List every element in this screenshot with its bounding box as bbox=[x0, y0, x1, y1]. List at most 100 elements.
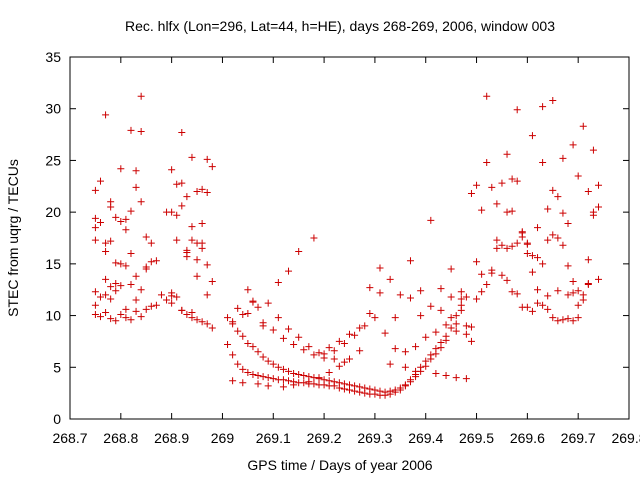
data-point bbox=[508, 207, 516, 215]
x-tick-label: 268.8 bbox=[103, 430, 138, 446]
data-point bbox=[127, 126, 135, 134]
data-point bbox=[437, 344, 445, 352]
data-point bbox=[122, 215, 130, 223]
data-point bbox=[310, 380, 318, 388]
data-point bbox=[493, 200, 501, 208]
data-point bbox=[539, 103, 547, 111]
data-point bbox=[503, 208, 511, 216]
data-point bbox=[137, 313, 145, 321]
data-point bbox=[513, 239, 521, 247]
data-point bbox=[203, 261, 211, 269]
x-tick-label: 268.7 bbox=[52, 430, 87, 446]
data-point bbox=[462, 330, 470, 338]
x-axis: 268.7 268.8 268.9 269 269.1 269.2 269.3 269.4 26… bbox=[52, 57, 640, 446]
data-point bbox=[193, 316, 201, 324]
y-axis: 0 5 10 15 20 25 30 35 bbox=[45, 49, 629, 427]
data-point bbox=[534, 254, 542, 262]
data-point bbox=[523, 239, 531, 247]
data-point bbox=[254, 372, 262, 380]
data-point bbox=[346, 355, 353, 363]
data-point bbox=[569, 277, 577, 285]
data-point bbox=[310, 234, 318, 242]
data-point bbox=[178, 179, 186, 187]
data-point bbox=[91, 224, 99, 232]
data-point bbox=[127, 281, 135, 289]
data-point bbox=[183, 246, 191, 254]
data-point bbox=[183, 193, 191, 201]
data-point bbox=[508, 242, 516, 250]
data-point bbox=[279, 383, 287, 391]
data-point bbox=[473, 258, 481, 266]
data-point bbox=[325, 344, 333, 352]
data-point bbox=[437, 306, 445, 314]
data-point bbox=[168, 292, 176, 300]
data-point bbox=[188, 236, 196, 244]
data-point bbox=[559, 241, 567, 249]
data-point bbox=[107, 295, 115, 303]
data-point bbox=[396, 291, 404, 299]
x-tick-label: 269.3 bbox=[357, 430, 392, 446]
data-point bbox=[102, 291, 110, 299]
data-point bbox=[163, 296, 171, 304]
data-point bbox=[107, 283, 115, 291]
data-point bbox=[325, 368, 333, 376]
x-tick-label: 269.1 bbox=[256, 430, 291, 446]
data-point bbox=[330, 382, 338, 390]
data-point bbox=[513, 106, 521, 114]
data-point bbox=[178, 306, 186, 314]
x-tick-label: 269 bbox=[211, 430, 235, 446]
data-point bbox=[295, 247, 303, 255]
data-point bbox=[391, 388, 399, 396]
data-point bbox=[569, 317, 577, 325]
data-point bbox=[132, 296, 140, 304]
data-point bbox=[107, 198, 115, 206]
data-point bbox=[269, 375, 277, 383]
data-point bbox=[198, 318, 206, 326]
data-point bbox=[305, 378, 313, 386]
data-point bbox=[127, 250, 135, 258]
data-point bbox=[432, 369, 440, 377]
data-point bbox=[142, 233, 150, 241]
data-point bbox=[188, 223, 196, 231]
data-point bbox=[412, 343, 420, 351]
data-point bbox=[305, 343, 313, 351]
data-point bbox=[554, 193, 562, 201]
y-tick-label: 15 bbox=[45, 256, 61, 272]
data-point bbox=[335, 362, 343, 370]
data-point bbox=[417, 287, 425, 295]
y-tick-label: 25 bbox=[45, 152, 61, 168]
data-point bbox=[549, 186, 557, 194]
data-point bbox=[574, 172, 582, 180]
data-point bbox=[513, 177, 521, 185]
data-point bbox=[437, 285, 445, 293]
data-point bbox=[224, 314, 232, 322]
data-point bbox=[264, 357, 272, 365]
data-point bbox=[549, 314, 557, 322]
data-point bbox=[508, 175, 516, 183]
data-point bbox=[427, 302, 435, 310]
data-point bbox=[173, 293, 181, 301]
data-point bbox=[188, 153, 196, 161]
data-point bbox=[447, 324, 455, 332]
data-point bbox=[279, 334, 287, 342]
data-point bbox=[198, 185, 206, 193]
data-point bbox=[254, 303, 262, 311]
data-point bbox=[203, 188, 211, 196]
data-point bbox=[96, 293, 104, 301]
data-point bbox=[361, 322, 369, 330]
data-point bbox=[503, 150, 511, 158]
data-point bbox=[406, 294, 414, 302]
x-tick-label: 269.4 bbox=[408, 430, 443, 446]
data-point bbox=[193, 187, 201, 195]
data-point bbox=[493, 244, 501, 252]
data-point bbox=[285, 325, 293, 333]
data-point bbox=[452, 327, 460, 335]
data-point bbox=[518, 303, 526, 311]
data-point bbox=[452, 374, 460, 382]
data-point bbox=[142, 265, 150, 273]
data-point bbox=[173, 180, 181, 188]
data-point bbox=[137, 92, 145, 100]
data-point bbox=[595, 203, 603, 211]
data-point bbox=[173, 211, 181, 219]
data-point bbox=[269, 326, 277, 334]
